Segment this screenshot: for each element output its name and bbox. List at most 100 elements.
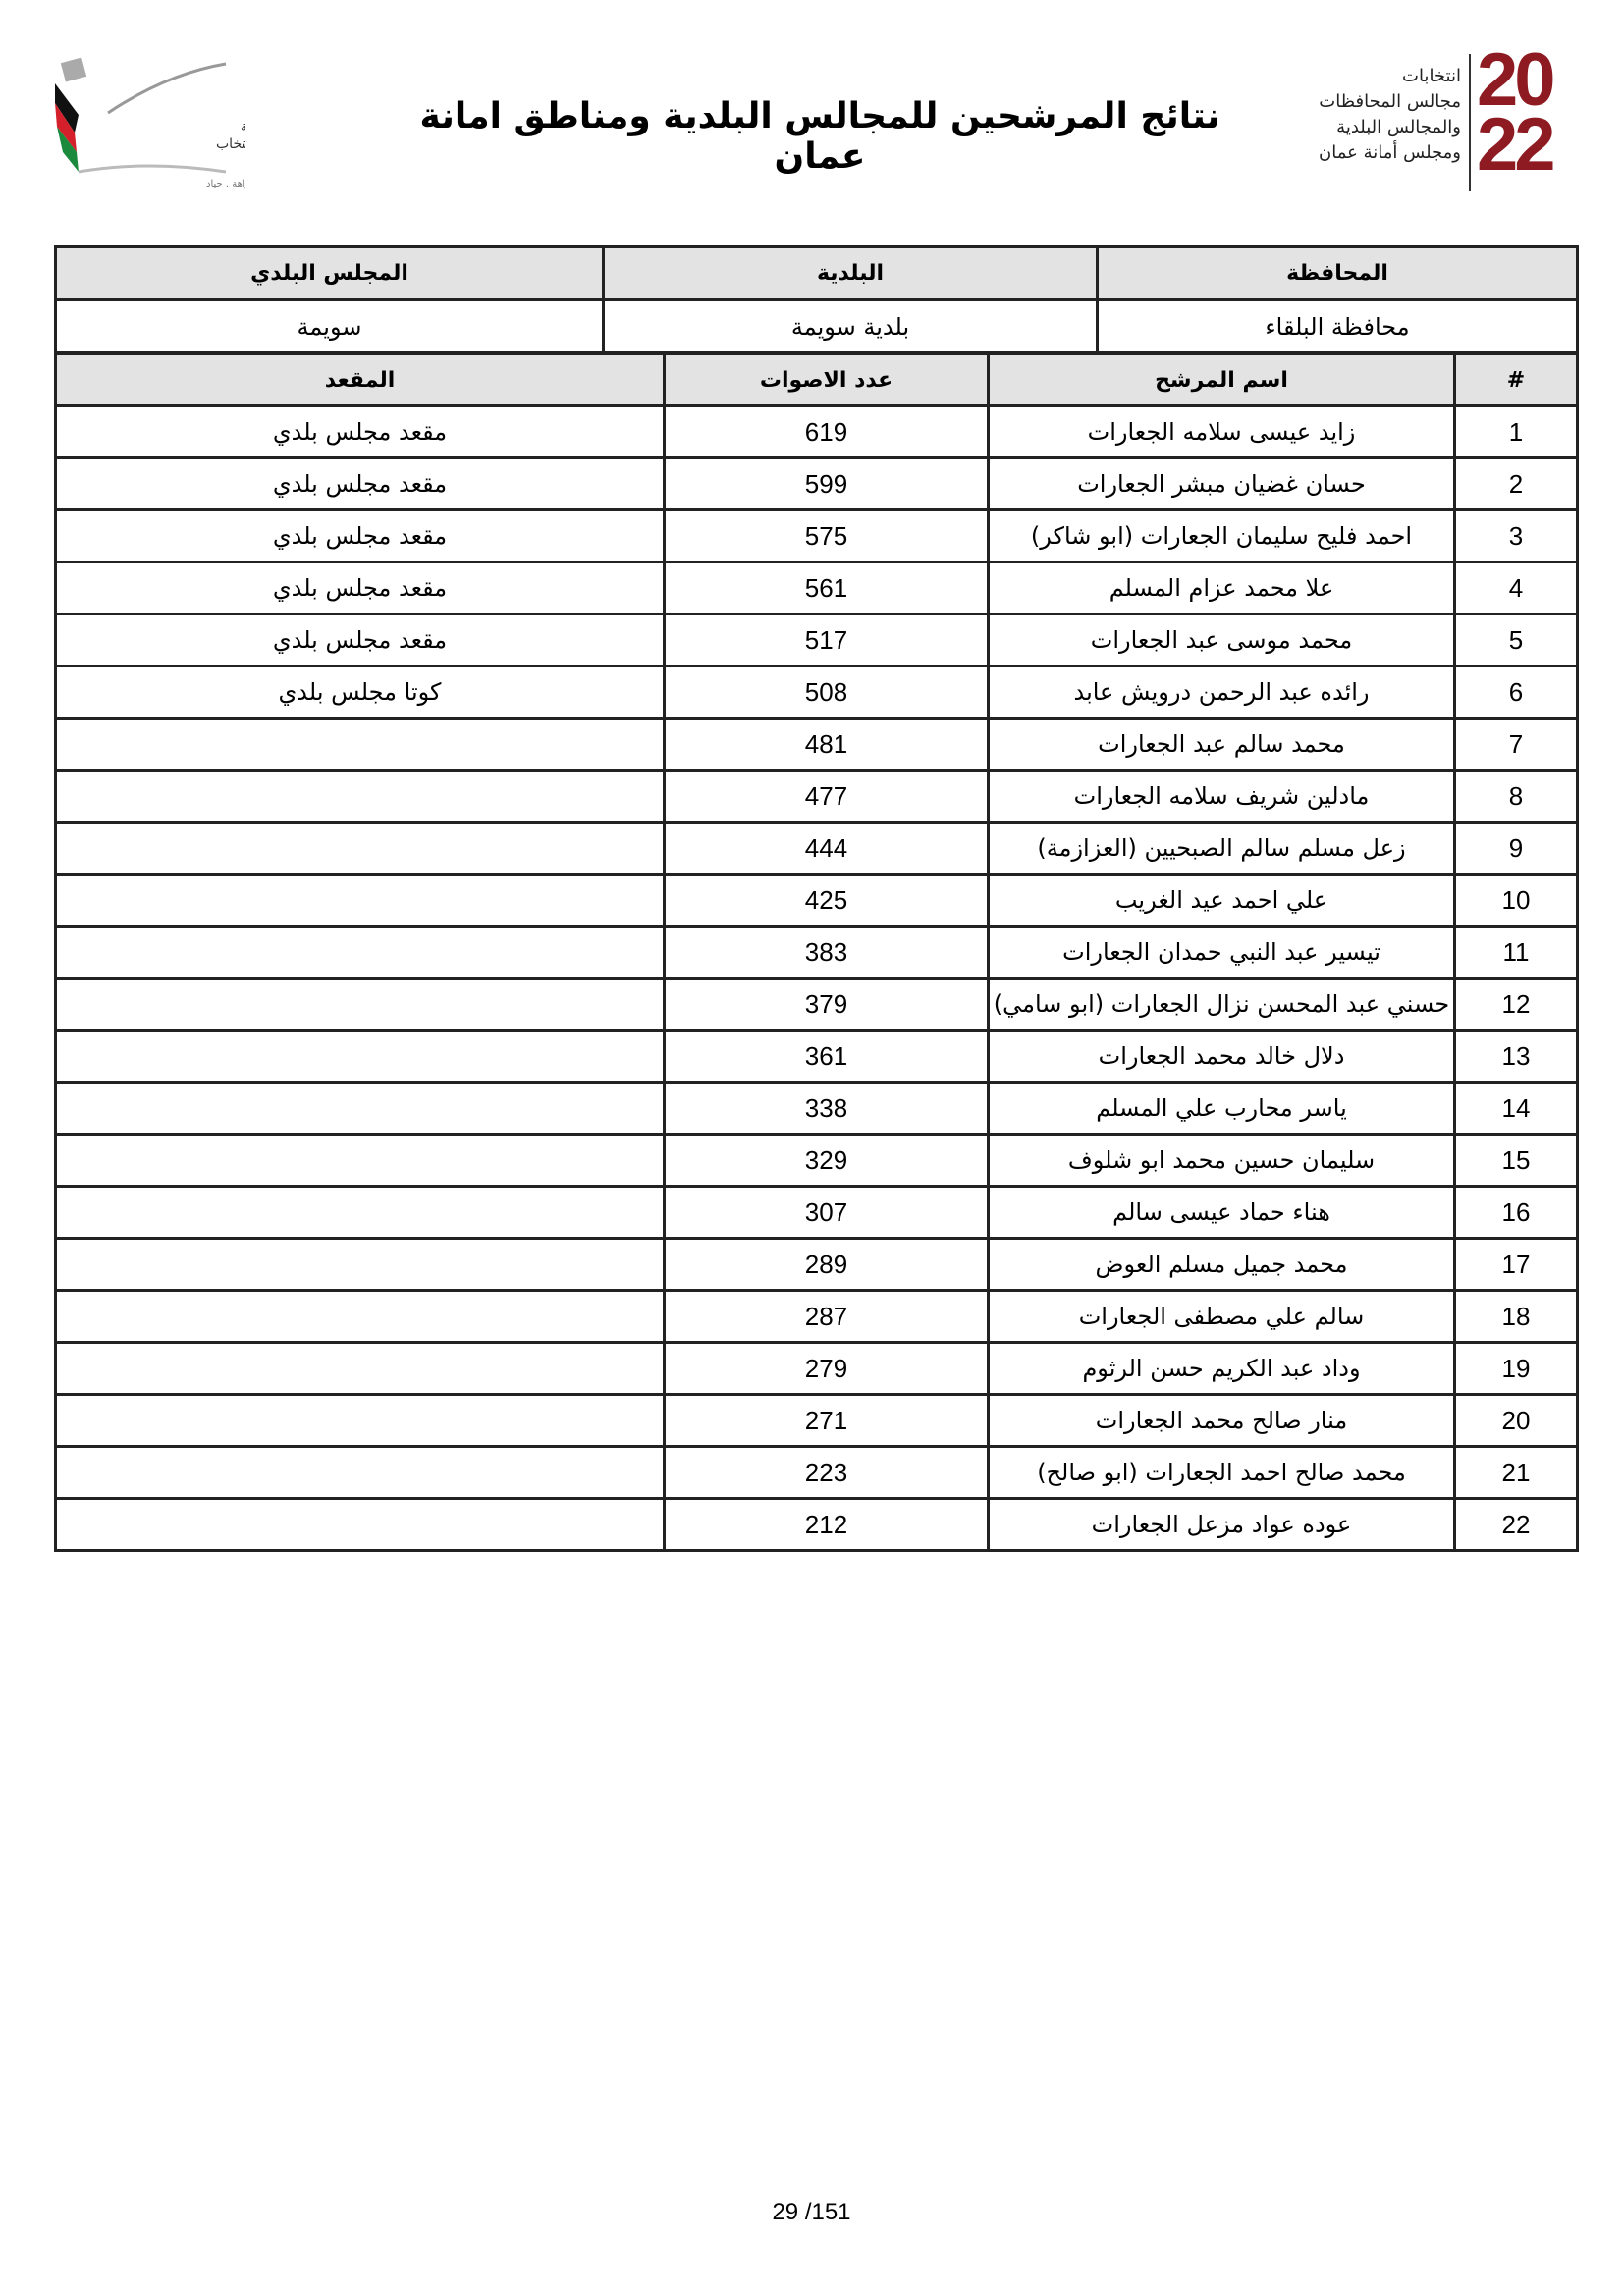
seat-type: [54, 1237, 666, 1292]
header-candidate-name: اسم المرشح: [987, 352, 1456, 407]
table-row: 10 علي احمد عيد الغريب 425: [54, 873, 1579, 928]
vote-count: 477: [663, 769, 990, 824]
seat-type: [54, 1133, 666, 1188]
candidate-name: دلال خالد محمد الجعارات: [987, 1029, 1456, 1084]
candidate-name: محمد جميل مسلم العوض: [987, 1237, 1456, 1292]
seat-type: [54, 925, 666, 980]
candidate-name: زعل مسلم سالم الصبحيين (العزازمة): [987, 821, 1456, 876]
table-row: 6 رائده عبد الرحمن درويش عابد 508 كوتا مجلس…: [54, 665, 1579, 720]
vote-count: 599: [663, 456, 990, 511]
table-row: 22 عوده عواد مزعل الجعارات 212: [54, 1497, 1579, 1552]
table-row: 12 حسني عبد المحسن نزال الجعارات (ابو سام…: [54, 977, 1579, 1032]
row-number: 15: [1453, 1133, 1579, 1188]
vote-count: 223: [663, 1445, 990, 1500]
iec-logo: الهيئة المستقلة للانتخاب أمانة . نزاهة .…: [49, 54, 326, 191]
candidate-name: محمد موسى عبد الجعارات: [987, 613, 1456, 667]
elections-2022-logo: انتخابات مجالس المحافظات والمجالس البلدي…: [1296, 43, 1581, 196]
candidate-name: حسان غضيان مبشر الجعارات: [987, 456, 1456, 511]
table-row: 19 وداد عبد الكريم حسن الرثوم 279: [54, 1341, 1579, 1396]
candidate-name: تيسير عبد النبي حمدان الجعارات: [987, 925, 1456, 980]
table-row: 4 علا محمد عزام المسلم 561 مقعد مجلس بلدي: [54, 561, 1579, 615]
logo-divider: [1469, 54, 1471, 191]
vote-count: 619: [663, 404, 990, 459]
svg-text:أمانة . نزاهة . حياد: أمانة . نزاهة . حياد: [206, 177, 245, 189]
row-number: 2: [1453, 456, 1579, 511]
seat-type: [54, 1341, 666, 1396]
vote-count: 212: [663, 1497, 990, 1552]
vote-count: 508: [663, 665, 990, 720]
candidate-name: زايد عيسى سلامه الجعارات: [987, 404, 1456, 459]
row-number: 1: [1453, 404, 1579, 459]
table-row: 20 منار صالح محمد الجعارات 271: [54, 1393, 1579, 1448]
vote-count: 279: [663, 1341, 990, 1396]
row-number: 14: [1453, 1081, 1579, 1136]
header-governorate: المحافظة: [1096, 245, 1579, 301]
logo-line: ومجلس أمانة عمان: [1319, 142, 1461, 163]
vote-count: 289: [663, 1237, 990, 1292]
council-value: سويمة: [54, 298, 605, 354]
seat-type: [54, 717, 666, 772]
seat-type: [54, 821, 666, 876]
logo-line: انتخابات: [1402, 66, 1461, 86]
info-value-row: محافظة البلقاء بلدية سويمة سويمة: [54, 298, 1579, 354]
candidate-name: علا محمد عزام المسلم: [987, 561, 1456, 615]
vote-count: 329: [663, 1133, 990, 1188]
candidate-name: حسني عبد المحسن نزال الجعارات (ابو سامي): [987, 977, 1456, 1032]
svg-text:للانتخاب: للانتخاب: [216, 136, 245, 152]
table-row: 8 مادلين شريف سلامه الجعارات 477: [54, 769, 1579, 824]
info-table: المحافظة البلدية المجلس البلدي محافظة ال…: [54, 245, 1579, 354]
candidate-name: مادلين شريف سلامه الجعارات: [987, 769, 1456, 824]
candidate-name: احمد فليح سليمان الجعارات (ابو شاكر): [987, 508, 1456, 563]
candidate-name: محمد صالح احمد الجعارات (ابو صالح): [987, 1445, 1456, 1500]
row-number: 18: [1453, 1289, 1579, 1344]
row-number: 8: [1453, 769, 1579, 824]
row-number: 21: [1453, 1445, 1579, 1500]
table-row: 21 محمد صالح احمد الجعارات (ابو صالح) 223: [54, 1445, 1579, 1500]
table-row: 18 سالم علي مصطفى الجعارات 287: [54, 1289, 1579, 1344]
row-number: 17: [1453, 1237, 1579, 1292]
candidate-name: سليمان حسين محمد ابو شلوف: [987, 1133, 1456, 1188]
seat-type: [54, 769, 666, 824]
vote-count: 287: [663, 1289, 990, 1344]
row-number: 4: [1453, 561, 1579, 615]
row-number: 9: [1453, 821, 1579, 876]
row-number: 12: [1453, 977, 1579, 1032]
row-number: 16: [1453, 1185, 1579, 1240]
seat-type: [54, 873, 666, 928]
vote-count: 444: [663, 821, 990, 876]
page-title: نتائج المرشحين للمجالس البلدية ومناطق ام…: [419, 96, 1220, 177]
row-number: 5: [1453, 613, 1579, 667]
row-number: 13: [1453, 1029, 1579, 1084]
seat-type: [54, 1185, 666, 1240]
vote-count: 338: [663, 1081, 990, 1136]
logo-line: والمجالس البلدية: [1336, 117, 1461, 137]
candidate-name: سالم علي مصطفى الجعارات: [987, 1289, 1456, 1344]
table-row: 11 تيسير عبد النبي حمدان الجعارات 383: [54, 925, 1579, 980]
seat-type: مقعد مجلس بلدي: [54, 561, 666, 615]
vote-count: 361: [663, 1029, 990, 1084]
row-number: 22: [1453, 1497, 1579, 1552]
row-number: 3: [1453, 508, 1579, 563]
seat-type: [54, 1081, 666, 1136]
info-header-row: المحافظة البلدية المجلس البلدي: [54, 245, 1579, 301]
header-number: #: [1453, 352, 1579, 407]
header-seat: المقعد: [54, 352, 666, 407]
seat-type: [54, 977, 666, 1032]
candidate-name: هناء حماد عيسى سالم: [987, 1185, 1456, 1240]
header-votes: عدد الاصوات: [663, 352, 990, 407]
iec-emblem-icon: الهيئة المستقلة للانتخاب أمانة . نزاهة .…: [55, 57, 326, 189]
table-row: 13 دلال خالد محمد الجعارات 361: [54, 1029, 1579, 1084]
seat-type: [54, 1393, 666, 1448]
vote-count: 425: [663, 873, 990, 928]
candidate-name: وداد عبد الكريم حسن الرثوم: [987, 1341, 1456, 1396]
results-header-row: # اسم المرشح عدد الاصوات المقعد: [54, 352, 1579, 407]
table-row: 3 احمد فليح سليمان الجعارات (ابو شاكر) 575…: [54, 508, 1579, 563]
vote-count: 271: [663, 1393, 990, 1448]
row-number: 20: [1453, 1393, 1579, 1448]
seat-type: كوتا مجلس بلدي: [54, 665, 666, 720]
row-number: 10: [1453, 873, 1579, 928]
svg-text:الهيئة المستقلة: الهيئة المستقلة: [241, 119, 245, 134]
seat-type: مقعد مجلس بلدي: [54, 456, 666, 511]
candidate-name: علي احمد عيد الغريب: [987, 873, 1456, 928]
seat-type: [54, 1445, 666, 1500]
